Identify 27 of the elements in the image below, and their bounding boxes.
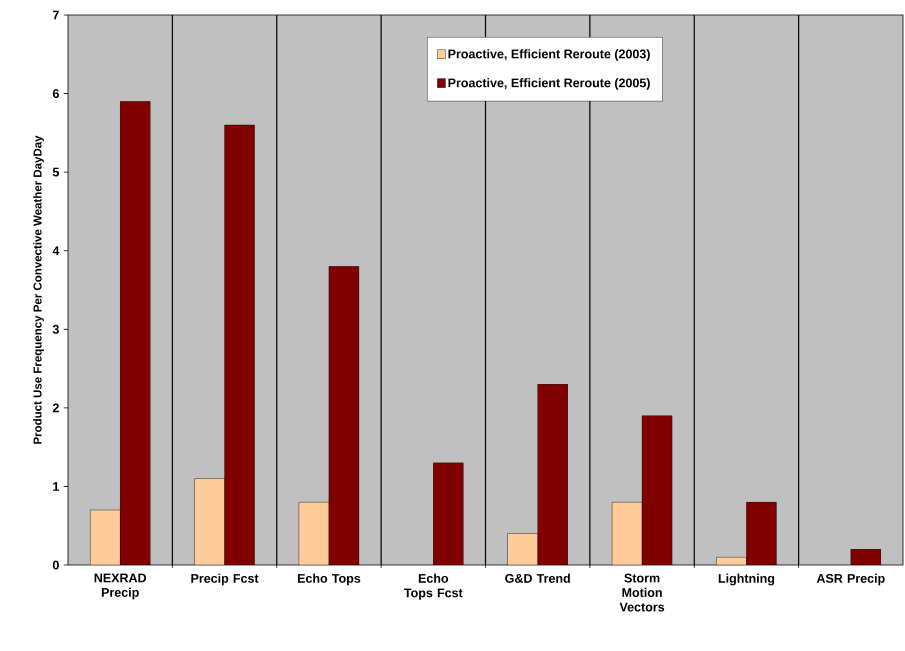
y-tick-label: 6 [52, 89, 59, 98]
legend-label: Proactive, Efficient Reroute (2003) [448, 49, 650, 61]
x-tick-label: ASR Precip [816, 574, 885, 586]
bar [850, 549, 882, 565]
legend-label: Proactive, Efficient Reroute (2005) [448, 78, 650, 90]
y-tick-label: 4 [52, 246, 60, 256]
bar [433, 462, 464, 565]
x-tick-label: Echo Tops Fcst [404, 574, 463, 600]
x-tick-label: NEXRAD Precip [94, 574, 146, 600]
x-tick-label: Lightning [718, 574, 774, 586]
y-tick-label: 2 [52, 404, 59, 412]
bar [328, 266, 360, 565]
x-tick-label: Echo Tops [298, 574, 360, 586]
y-tick-label: 5 [52, 168, 60, 177]
bar [224, 124, 255, 565]
x-tick-label: Precip Fcst [191, 574, 258, 586]
x-tick-label: G&D Trend [505, 574, 570, 583]
bar [746, 502, 777, 565]
x-tick-label: Storm Motion Vectors [620, 574, 664, 612]
y-tick-label: 3 [52, 324, 59, 334]
bar [537, 384, 568, 565]
y-tick-label: 7 [52, 10, 59, 20]
y-tick-label: 0 [52, 560, 59, 570]
y-axis-title: Product Use Frequency Per Convective Weather DayDay [33, 136, 44, 444]
bar [120, 101, 150, 565]
bar [642, 416, 672, 565]
y-tick-label: 1 [53, 482, 60, 491]
